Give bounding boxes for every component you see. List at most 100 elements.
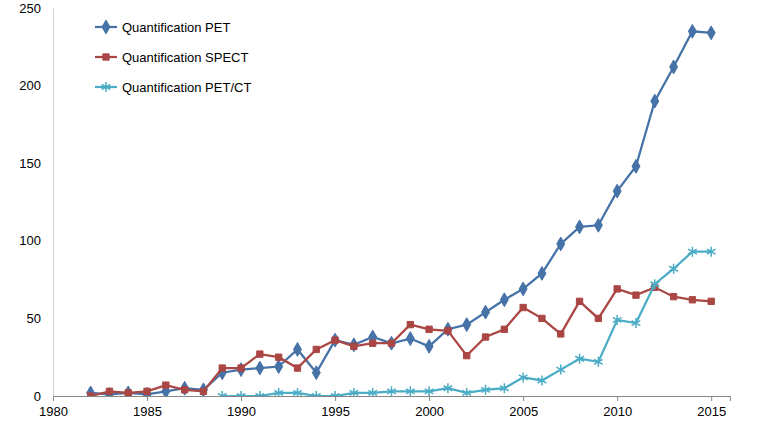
y-tick: 100 [19, 233, 53, 248]
series-marker [613, 315, 622, 325]
legend-label: Quantification PET [122, 20, 230, 35]
legend-item: Quantification SPECT [95, 50, 249, 65]
series-marker [482, 305, 490, 319]
x-tick-mark [241, 396, 242, 401]
x-tick: 1985 [133, 396, 162, 419]
series-marker [539, 315, 545, 321]
series-marker [275, 360, 283, 374]
legend-item: Quantification PET/CT [95, 80, 251, 95]
series-marker [650, 279, 659, 289]
series-marker [370, 340, 376, 346]
series-marker [388, 336, 396, 350]
y-tick: 150 [19, 156, 53, 171]
series-marker [519, 372, 528, 382]
series-marker [557, 237, 565, 251]
x-tick-mark [335, 396, 336, 401]
y-tick-label: 200 [19, 78, 41, 93]
series-marker [632, 318, 641, 328]
series-marker [575, 354, 584, 364]
series-marker [274, 388, 283, 396]
series-marker [426, 326, 432, 332]
series-marker [520, 304, 526, 310]
series-marker [144, 388, 150, 394]
series-marker [406, 386, 415, 396]
series-marker [181, 381, 189, 395]
x-tick-mark [523, 396, 524, 401]
series-marker [351, 343, 357, 349]
x-tick-mark [53, 396, 54, 401]
y-tick-label: 250 [19, 1, 41, 16]
series-marker [293, 388, 302, 396]
x-tick: 2005 [509, 396, 538, 419]
y-axis-line [53, 9, 54, 397]
series-marker [332, 337, 338, 343]
legend-marker [103, 54, 109, 60]
x-tick-mark [147, 396, 148, 401]
y-tick-label: 0 [34, 389, 41, 404]
series-marker [294, 365, 300, 371]
series-marker [500, 383, 509, 393]
series-marker [556, 365, 565, 375]
series-marker [670, 60, 678, 74]
legend-item: Quantification PET [95, 20, 230, 35]
series-marker [407, 321, 413, 327]
chart: 1980198519901995200020052010201505010015… [0, 0, 757, 448]
series-marker [87, 393, 93, 396]
series-marker [482, 334, 488, 340]
series-marker [87, 386, 95, 396]
series-marker [293, 343, 301, 357]
series-marker [276, 354, 282, 360]
series-marker [425, 386, 434, 396]
series-marker [257, 351, 263, 357]
series-marker [388, 340, 394, 346]
series-marker [708, 298, 714, 304]
series-marker [463, 318, 471, 332]
series-marker [538, 375, 547, 385]
series-marker [688, 24, 696, 38]
series-marker [350, 338, 358, 352]
series-marker [538, 266, 546, 280]
series-marker [312, 366, 320, 380]
series-marker [124, 386, 132, 396]
x-tick-mark [711, 396, 712, 401]
series-marker [614, 286, 620, 292]
series-marker [576, 298, 582, 304]
x-tick-label: 1985 [133, 404, 162, 419]
series-marker [368, 388, 377, 396]
x-tick: 1990 [227, 396, 256, 419]
series-marker [462, 388, 471, 396]
series-marker [237, 391, 246, 396]
series-marker [200, 388, 206, 394]
x-tick-label: 2000 [415, 404, 444, 419]
series-marker [633, 292, 639, 298]
series-marker [501, 326, 507, 332]
y-tick-label: 150 [19, 156, 41, 171]
x-tick: 2010 [603, 396, 632, 419]
series-marker [199, 383, 207, 396]
series-marker [444, 322, 452, 336]
series-marker [670, 294, 676, 300]
series-marker [125, 390, 131, 396]
plot-area [87, 24, 716, 396]
legend-label: Quantification SPECT [122, 50, 249, 65]
series-marker [313, 346, 319, 352]
x-axis-line [54, 397, 731, 402]
series-line [91, 31, 712, 394]
series-line [222, 252, 711, 396]
x-tick: 1980 [39, 396, 68, 419]
series-marker [669, 264, 678, 274]
x-tick-label: 2010 [603, 404, 632, 419]
series-marker [632, 159, 640, 173]
series-marker [331, 391, 340, 396]
series-marker [143, 388, 151, 396]
series-marker [406, 332, 414, 346]
x-tick-label: 1980 [39, 404, 68, 419]
x-axis: 19801985199019952000200520102015 [39, 396, 730, 419]
series-marker [163, 382, 169, 388]
y-tick: 250 [19, 1, 53, 16]
y-tick-label: 50 [27, 311, 41, 326]
series-marker [331, 333, 339, 347]
series-marker [464, 352, 470, 358]
series-marker [558, 331, 564, 337]
series-marker [519, 282, 527, 296]
